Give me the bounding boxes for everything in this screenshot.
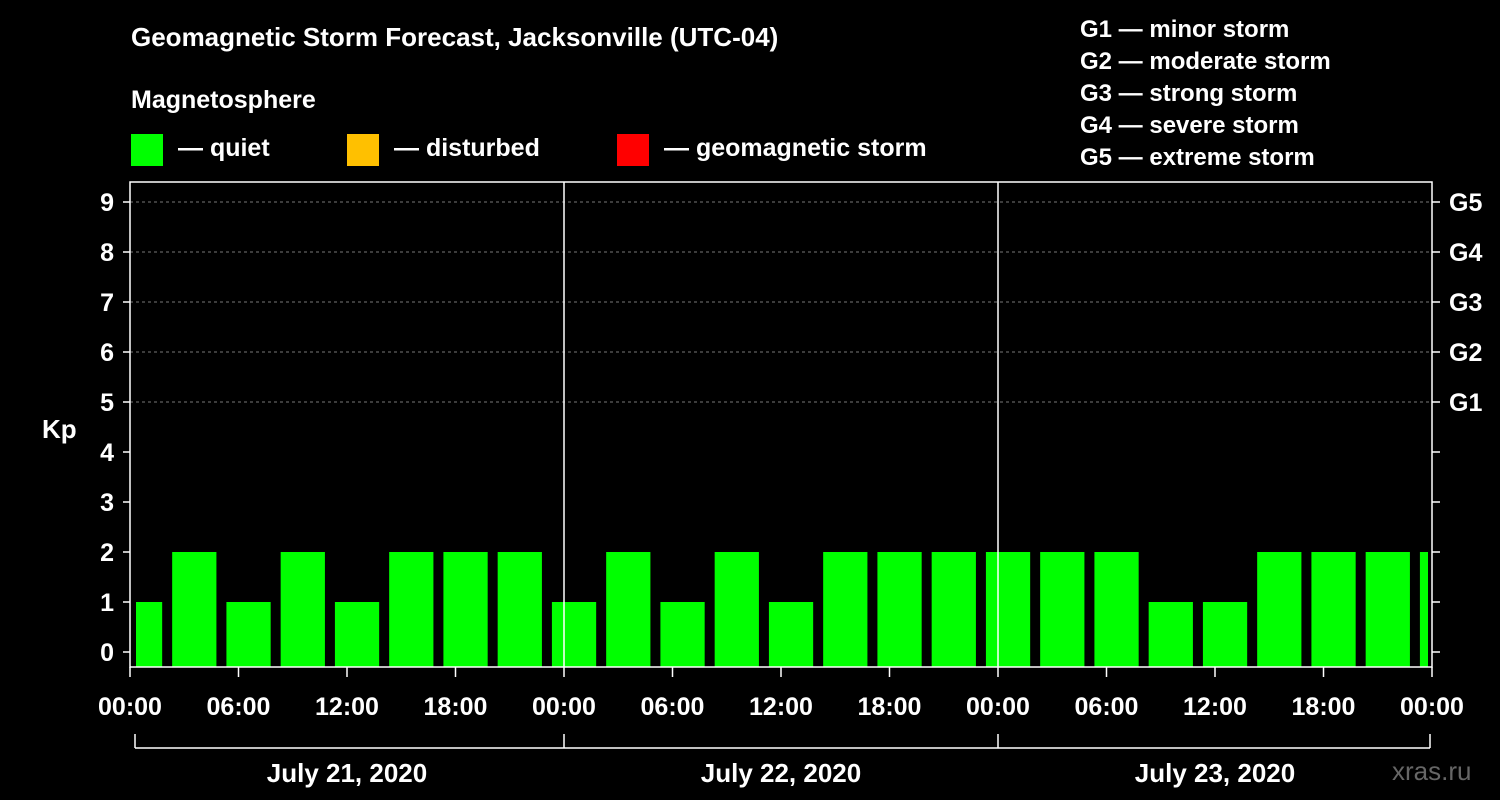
kp-bar-14: [877, 552, 922, 667]
kp-bar-5: [389, 552, 434, 667]
legend-label-storm: — geomagnetic storm: [664, 134, 927, 162]
x-tick-label-5: 06:00: [641, 693, 705, 721]
y-tick-label-7: 7: [100, 289, 114, 317]
g-scale-g1: G1 — minor storm: [1080, 16, 1290, 43]
legend-title: Magnetosphere: [131, 86, 316, 114]
legend-label-quiet: — quiet: [178, 134, 270, 162]
x-tick-label-12: 00:00: [1400, 693, 1464, 721]
legend-swatch-disturbed: [347, 134, 379, 166]
kp-bar-16: [985, 552, 1031, 667]
kp-bar-24: [1419, 552, 1428, 667]
legend-swatch-quiet: [131, 134, 163, 166]
g-label-G5: G5: [1449, 189, 1482, 217]
x-tick-label-9: 06:00: [1075, 693, 1139, 721]
x-tick-label-2: 12:00: [315, 693, 379, 721]
kp-bar-17: [1040, 552, 1085, 667]
g-scale-g3: G3 — strong storm: [1080, 80, 1298, 107]
x-tick-label-6: 12:00: [749, 693, 813, 721]
kp-bar-19: [1148, 602, 1193, 667]
kp-bar-18: [1094, 552, 1139, 667]
y-tick-label-0: 0: [100, 639, 114, 667]
kp-bar-21: [1257, 552, 1302, 667]
day-label-2: July 23, 2020: [1135, 758, 1295, 788]
x-tick-label-10: 12:00: [1183, 693, 1247, 721]
x-tick-label-4: 00:00: [532, 693, 596, 721]
kp-bar-12: [768, 602, 814, 667]
chart-title: Geomagnetic Storm Forecast, Jacksonville…: [131, 22, 779, 52]
kp-bar-6: [443, 552, 488, 667]
y-tick-label-3: 3: [100, 489, 114, 517]
y-axis-label: Kp: [42, 414, 77, 444]
x-tick-label-11: 18:00: [1292, 693, 1356, 721]
y-tick-label-2: 2: [100, 539, 114, 567]
kp-bar-0: [136, 602, 163, 667]
day-label-0: July 21, 2020: [267, 758, 427, 788]
kp-bar-9: [606, 552, 651, 667]
x-tick-label-1: 06:00: [207, 693, 271, 721]
day-label-1: July 22, 2020: [701, 758, 861, 788]
kp-bar-1: [172, 552, 217, 667]
kp-bar-4: [334, 602, 380, 667]
x-tick-label-0: 00:00: [98, 693, 162, 721]
kp-bar-11: [714, 552, 759, 667]
y-tick-label-8: 8: [100, 239, 114, 267]
kp-bar-15: [931, 552, 976, 667]
x-tick-label-3: 18:00: [424, 693, 488, 721]
kp-bar-2: [226, 602, 271, 667]
kp-bar-8: [551, 602, 597, 667]
kp-bar-3: [280, 552, 325, 667]
g-label-G3: G3: [1449, 289, 1482, 317]
y-tick-label-1: 1: [100, 589, 114, 617]
y-tick-label-5: 5: [100, 389, 114, 417]
plot-frame: [129, 181, 1433, 668]
g-label-G2: G2: [1449, 339, 1482, 367]
g-scale-g5: G5 — extreme storm: [1080, 144, 1315, 171]
y-tick-label-4: 4: [100, 439, 114, 467]
g-label-G1: G1: [1449, 389, 1482, 417]
kp-bar-20: [1202, 602, 1248, 667]
x-tick-label-7: 18:00: [858, 693, 922, 721]
x-tick-label-8: 00:00: [966, 693, 1030, 721]
kp-bar-13: [823, 552, 868, 667]
g-label-G4: G4: [1449, 239, 1482, 267]
y-tick-label-6: 6: [100, 339, 114, 367]
kp-bar-22: [1311, 552, 1356, 667]
legend-swatch-storm: [617, 134, 649, 166]
g-scale-g4: G4 — severe storm: [1080, 112, 1299, 139]
kp-bar-10: [660, 602, 705, 667]
y-tick-label-9: 9: [100, 189, 114, 217]
legend-label-disturbed: — disturbed: [394, 134, 540, 162]
kp-bar-23: [1365, 552, 1410, 667]
kp-bar-7: [497, 552, 542, 667]
watermark: xras.ru: [1392, 756, 1472, 786]
g-scale-g2: G2 — moderate storm: [1080, 48, 1331, 75]
